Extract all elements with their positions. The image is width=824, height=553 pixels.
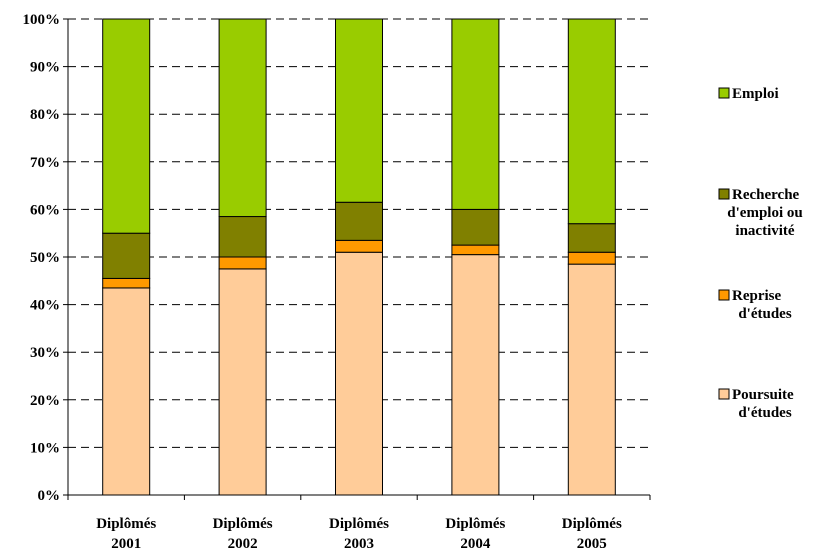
bar-segment [218, 216, 267, 258]
x-category-label: Diplômés [329, 516, 389, 532]
bar-segment [102, 277, 151, 289]
legend-label: d'emploi ou [727, 205, 802, 221]
y-tick-label: 30% [30, 345, 60, 361]
bar-segment [218, 268, 267, 496]
bar-segment [102, 232, 151, 279]
y-axis-tick-labels: 0% 10% 20% 30% 40% 50% 60% 70% 80% 90% 100% [23, 12, 61, 504]
x-axis-category-labels: Diplômés 2001 Diplômés 2002 Diplômés 2003 Dipl… [96, 516, 622, 552]
legend-label: inactivité [735, 223, 794, 239]
bar-segment [102, 18, 151, 234]
x-category-label: 2004 [460, 536, 491, 552]
x-category-label: Diplômés [96, 516, 156, 532]
y-tick-label: 100% [23, 12, 61, 28]
y-tick-label: 0% [38, 488, 61, 504]
legend-label: Poursuite [732, 387, 794, 403]
bar-segment [218, 18, 267, 218]
legend-item: Reprise d'études [718, 288, 792, 322]
x-category-label: Diplômés [562, 516, 622, 532]
bar-segment [102, 287, 151, 496]
bar-segment [567, 223, 616, 253]
x-category-label: 2005 [577, 536, 607, 552]
y-tick-label: 70% [30, 155, 60, 171]
x-category-label: Diplômés [445, 516, 505, 532]
bar-segment [451, 254, 500, 496]
y-tick-label: 10% [30, 440, 60, 456]
legend: Emploi Recherche d'emploi ou inactivité Repr… [718, 86, 803, 421]
x-category-label: 2001 [111, 536, 141, 552]
bar-segment [218, 256, 267, 270]
bar-segment [567, 251, 616, 265]
y-tick-label: 60% [30, 202, 60, 218]
x-category-label: Diplômés [213, 516, 273, 532]
bar-segment [335, 239, 383, 253]
legend-item: Poursuite d'études [718, 387, 794, 421]
y-tick-label: 20% [30, 393, 60, 409]
legend-label: Emploi [732, 86, 779, 102]
axes [63, 18, 651, 500]
x-category-label: 2002 [228, 536, 258, 552]
y-tick-label: 40% [30, 298, 60, 314]
bar-segment [335, 18, 383, 203]
bar-segment [335, 251, 383, 496]
y-tick-label: 50% [30, 250, 60, 266]
legend-item: Emploi [718, 86, 779, 102]
legend-swatch [718, 289, 730, 301]
bars [102, 18, 616, 496]
x-category-label: 2003 [344, 536, 374, 552]
legend-swatch [718, 388, 730, 400]
legend-swatch [718, 87, 730, 99]
bar-segment [335, 201, 383, 241]
legend-label: Recherche [732, 187, 800, 203]
legend-item: Recherche d'emploi ou inactivité [718, 187, 803, 239]
legend-label: Reprise [732, 288, 781, 304]
legend-label: d'études [738, 405, 792, 421]
bar-segment [451, 208, 500, 246]
bar-segment [567, 18, 616, 225]
legend-label: d'études [738, 306, 792, 322]
legend-swatch [718, 188, 730, 200]
bar-segment [451, 18, 500, 210]
bar-segment [451, 244, 500, 256]
bar-segment [567, 263, 616, 496]
y-tick-label: 90% [30, 60, 60, 76]
y-tick-label: 80% [30, 107, 60, 123]
